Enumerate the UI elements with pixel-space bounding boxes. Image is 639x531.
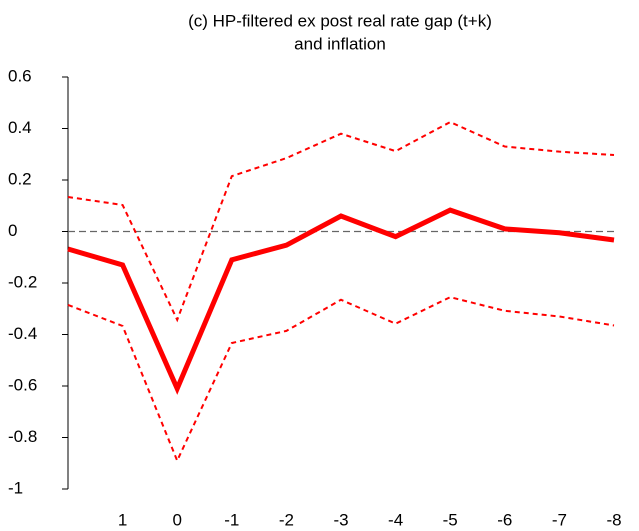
x-tick-label: 0 — [172, 510, 181, 529]
y-tick-label: -1 — [8, 478, 23, 497]
y-tick-label: 0.6 — [8, 66, 32, 85]
y-tick-label: -0.6 — [8, 375, 37, 394]
y-tick-label: 0.2 — [8, 169, 32, 188]
band-line — [67, 296, 615, 464]
y-tick-label: 0 — [8, 221, 17, 240]
x-tick-label: -7 — [552, 510, 567, 529]
x-tick-label: 1 — [118, 510, 127, 529]
x-tick-label: -8 — [606, 510, 621, 529]
chart-title: and inflation — [294, 34, 386, 53]
y-tick-label: -0.4 — [8, 324, 37, 343]
y-tick-label: -0.2 — [8, 272, 37, 291]
data-line — [67, 207, 615, 395]
y-tick-label: -0.8 — [8, 427, 37, 446]
x-tick-label: -3 — [333, 510, 348, 529]
x-tick-label: -5 — [443, 510, 458, 529]
y-tick-label: 0.4 — [8, 118, 32, 137]
x-tick-label: -2 — [279, 510, 294, 529]
x-tick-label: -6 — [497, 510, 512, 529]
x-tick-label: -1 — [224, 510, 239, 529]
chart-title: (c) HP-filtered ex post real rate gap (t… — [188, 11, 492, 30]
band-line — [67, 120, 615, 323]
x-tick-label: -4 — [388, 510, 403, 529]
